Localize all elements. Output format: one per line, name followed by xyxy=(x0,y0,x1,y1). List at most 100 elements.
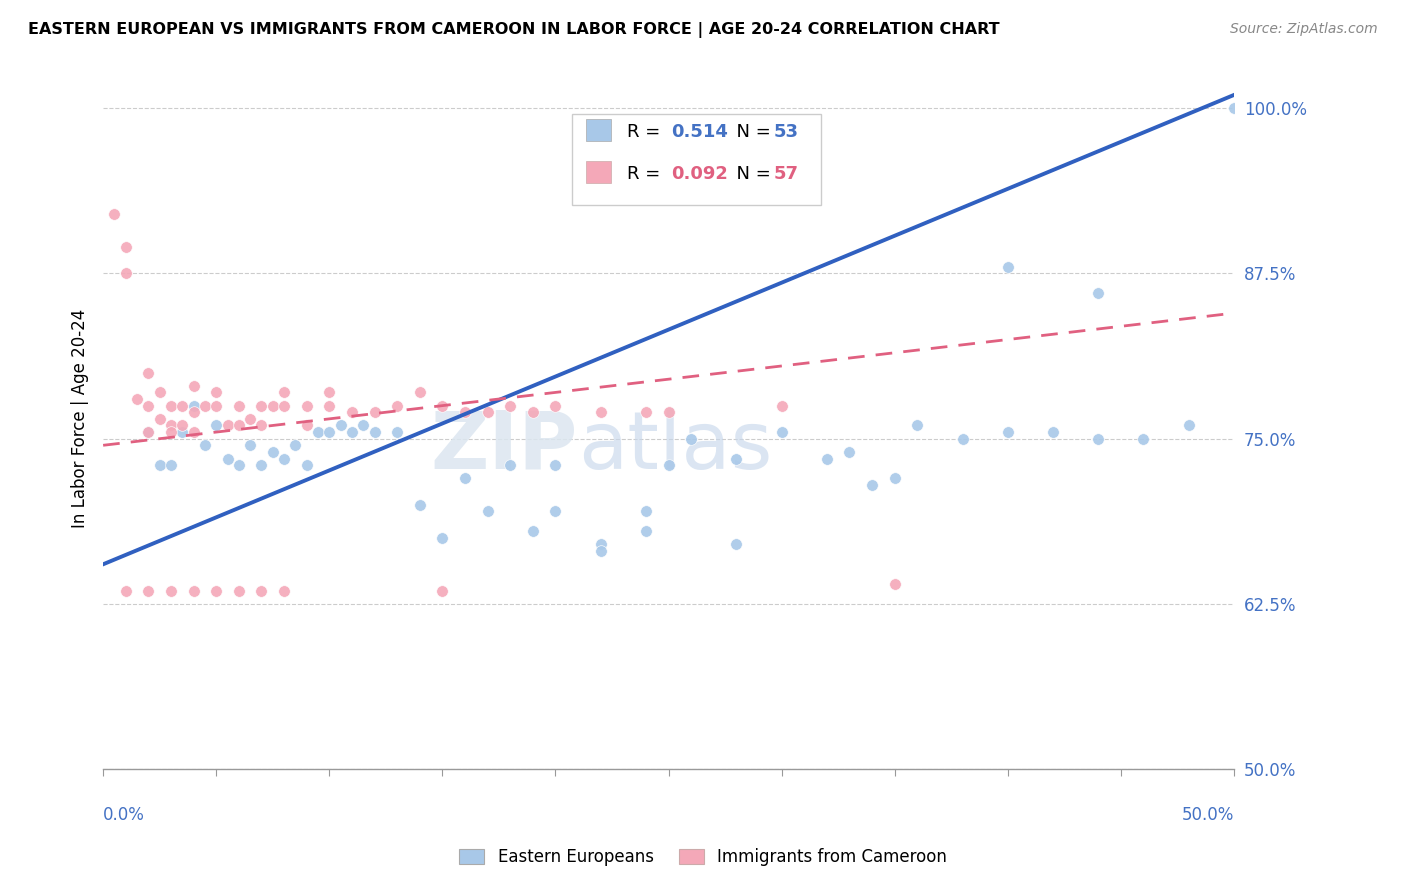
Point xyxy=(815,451,838,466)
Point xyxy=(725,451,748,466)
Point xyxy=(138,399,160,413)
Point xyxy=(770,425,793,439)
Point xyxy=(262,399,284,413)
Text: Source: ZipAtlas.com: Source: ZipAtlas.com xyxy=(1230,22,1378,37)
Point xyxy=(273,399,295,413)
Text: 0.092: 0.092 xyxy=(671,165,728,183)
Text: 0.514: 0.514 xyxy=(671,122,728,141)
Point xyxy=(239,412,262,426)
Point xyxy=(114,240,136,254)
Point xyxy=(340,405,363,419)
Point xyxy=(160,458,183,472)
Point xyxy=(1223,101,1246,115)
Point xyxy=(172,418,194,433)
Point xyxy=(318,399,340,413)
Point xyxy=(657,405,679,419)
Point xyxy=(1132,432,1154,446)
Text: atlas: atlas xyxy=(578,408,772,486)
Point xyxy=(634,524,657,539)
Point xyxy=(544,504,567,518)
Point xyxy=(262,445,284,459)
Point xyxy=(409,498,432,512)
Legend: Eastern Europeans, Immigrants from Cameroon: Eastern Europeans, Immigrants from Camer… xyxy=(451,840,955,875)
FancyBboxPatch shape xyxy=(586,120,610,141)
Point xyxy=(172,425,194,439)
Point xyxy=(997,260,1019,274)
Text: R =: R = xyxy=(627,165,665,183)
Point xyxy=(138,425,160,439)
Point xyxy=(250,399,273,413)
Point xyxy=(250,458,273,472)
Point xyxy=(770,399,793,413)
Text: N =: N = xyxy=(725,122,776,141)
Point xyxy=(228,418,250,433)
Point xyxy=(634,405,657,419)
Point xyxy=(1042,425,1064,439)
Point xyxy=(149,458,172,472)
Point xyxy=(589,537,612,551)
Point xyxy=(905,418,928,433)
Point xyxy=(318,385,340,400)
Point xyxy=(997,425,1019,439)
Point xyxy=(634,504,657,518)
Point xyxy=(138,583,160,598)
Y-axis label: In Labor Force | Age 20-24: In Labor Force | Age 20-24 xyxy=(72,310,89,528)
Text: 50.0%: 50.0% xyxy=(1181,806,1234,824)
Point xyxy=(295,399,318,413)
Point xyxy=(205,583,228,598)
Point xyxy=(883,577,905,591)
Point xyxy=(103,207,125,221)
Point xyxy=(1087,286,1109,301)
Point xyxy=(149,385,172,400)
Point xyxy=(205,385,228,400)
Point xyxy=(838,445,860,459)
Point xyxy=(307,425,329,439)
Point xyxy=(217,418,239,433)
Point xyxy=(477,405,499,419)
Point xyxy=(160,418,183,433)
Point xyxy=(183,399,205,413)
Point xyxy=(657,458,679,472)
Point xyxy=(432,583,454,598)
Point xyxy=(160,399,183,413)
Point xyxy=(250,583,273,598)
Point xyxy=(544,458,567,472)
Point xyxy=(217,451,239,466)
Point xyxy=(499,399,522,413)
Point xyxy=(284,438,307,452)
Point xyxy=(273,385,295,400)
Point xyxy=(340,425,363,439)
Point xyxy=(385,399,408,413)
Point xyxy=(183,425,205,439)
Point xyxy=(409,385,432,400)
Point xyxy=(160,583,183,598)
Point xyxy=(172,399,194,413)
Point xyxy=(432,531,454,545)
Point xyxy=(250,418,273,433)
Point xyxy=(273,451,295,466)
Point xyxy=(544,399,567,413)
Text: N =: N = xyxy=(725,165,776,183)
Point xyxy=(160,425,183,439)
Point xyxy=(138,425,160,439)
Point xyxy=(454,405,477,419)
Point xyxy=(114,267,136,281)
Point xyxy=(273,583,295,598)
Point xyxy=(589,405,612,419)
Point xyxy=(681,432,703,446)
Point xyxy=(1177,418,1199,433)
Point xyxy=(228,583,250,598)
Text: EASTERN EUROPEAN VS IMMIGRANTS FROM CAMEROON IN LABOR FORCE | AGE 20-24 CORRELAT: EASTERN EUROPEAN VS IMMIGRANTS FROM CAME… xyxy=(28,22,1000,38)
FancyBboxPatch shape xyxy=(572,114,821,205)
Point xyxy=(228,458,250,472)
Text: 53: 53 xyxy=(773,122,799,141)
Point xyxy=(522,524,544,539)
Point xyxy=(295,418,318,433)
Point xyxy=(477,504,499,518)
Point xyxy=(183,583,205,598)
Point xyxy=(194,438,217,452)
Point xyxy=(205,399,228,413)
Point xyxy=(952,432,974,446)
Point xyxy=(432,399,454,413)
Point xyxy=(883,471,905,485)
